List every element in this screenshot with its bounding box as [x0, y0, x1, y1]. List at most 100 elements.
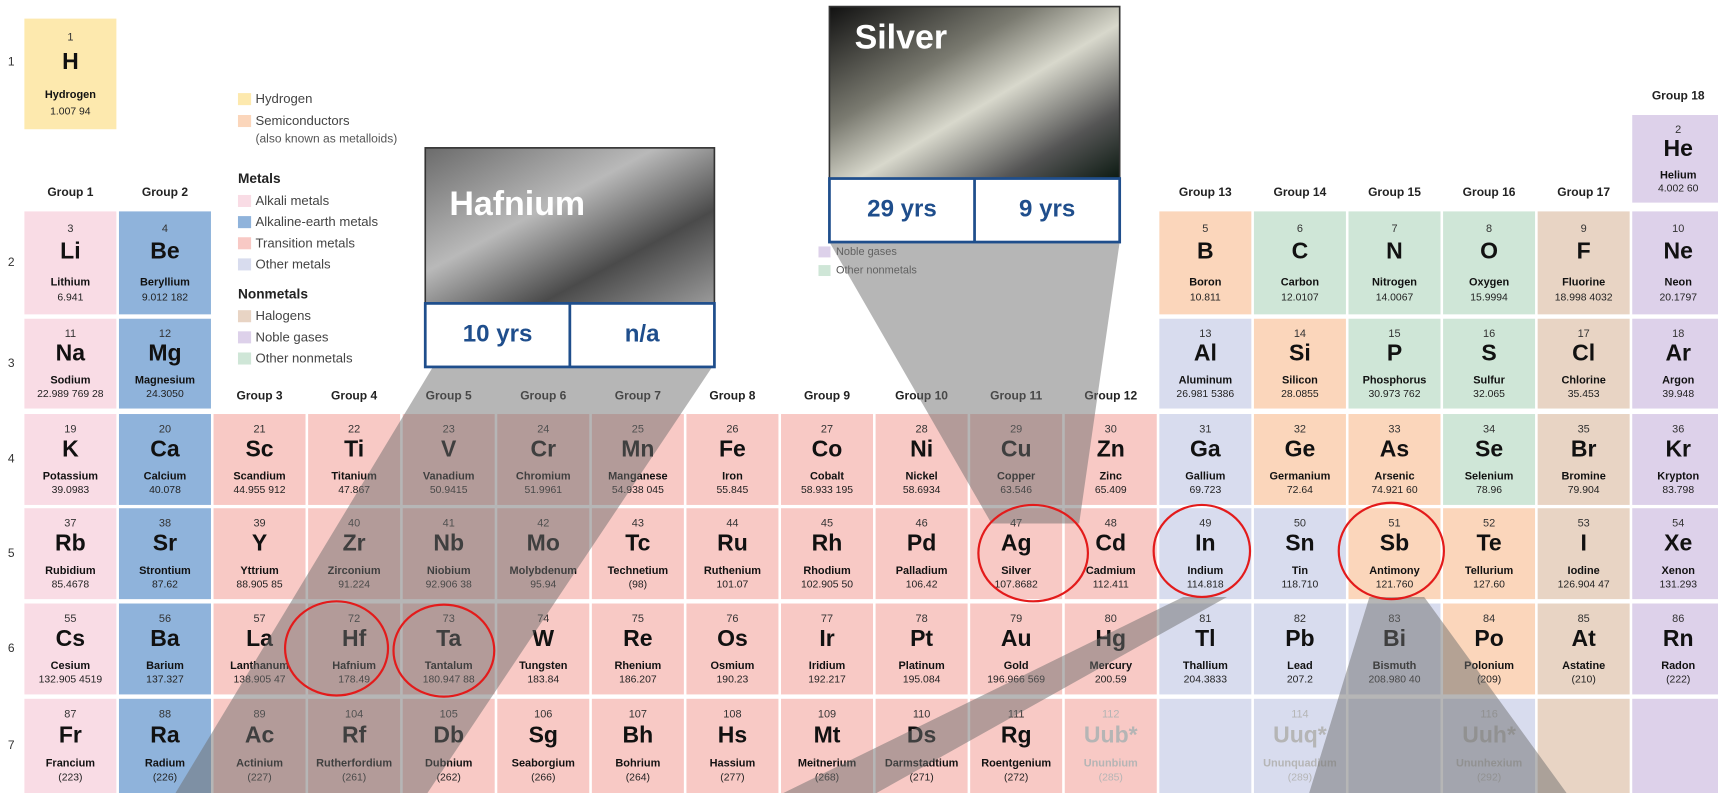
atomic-number: 44	[726, 518, 738, 530]
atomic-number: 45	[821, 518, 833, 530]
element-name: Indium	[1187, 565, 1223, 577]
legend-swatch	[818, 246, 830, 257]
element-symbol: Fe	[719, 435, 746, 461]
element-name: Ununbium	[1084, 758, 1138, 770]
atomic-mass: 14.0067	[1376, 293, 1414, 304]
element-name: Tellurium	[1465, 565, 1514, 577]
element-name: Barium	[146, 660, 184, 672]
element-name: Boron	[1189, 276, 1221, 288]
group-label: Group 13	[1179, 185, 1232, 199]
atomic-number: 81	[1199, 613, 1211, 625]
element-symbol: Bh	[623, 722, 654, 748]
atomic-number: 4	[162, 223, 168, 235]
atomic-mass: (223)	[58, 773, 82, 784]
atomic-mass: 87.62	[152, 579, 178, 590]
element-name: Thallium	[1183, 660, 1228, 672]
atomic-number: 112	[1102, 709, 1119, 721]
atomic-mass: 83.798	[1662, 485, 1694, 496]
atomic-mass: 22.989 769 28	[37, 389, 104, 400]
element-name: Yttrium	[240, 565, 279, 577]
atomic-number: 110	[913, 709, 930, 721]
atomic-mass: (262)	[437, 773, 461, 784]
atomic-number: 12	[159, 328, 171, 340]
atomic-number: 80	[1105, 613, 1117, 625]
element-name: Tungsten	[519, 660, 567, 672]
atomic-number: 15	[1388, 328, 1400, 340]
element-symbol: Rn	[1663, 625, 1694, 651]
atomic-mass: 6.941	[57, 293, 83, 304]
atomic-mass: 207.2	[1287, 675, 1313, 686]
element-name: Bohrium	[615, 758, 660, 770]
element-symbol: Li	[60, 238, 80, 264]
callout-value: 29 yrs	[867, 196, 937, 223]
atomic-mass: 126.904 47	[1558, 579, 1610, 590]
element-name: Silicon	[1282, 375, 1318, 387]
atomic-mass: 4.002 60	[1658, 183, 1699, 194]
element-name: Nickel	[905, 471, 937, 483]
element-name: Francium	[46, 758, 96, 770]
element-symbol: O	[1480, 238, 1498, 264]
legend-label: Halogens	[255, 308, 311, 323]
atomic-number: 85	[1578, 613, 1590, 625]
atomic-number: 14	[1294, 328, 1306, 340]
group-label: Group 9	[804, 389, 850, 403]
element-name: Iron	[722, 471, 743, 483]
element-name: Silver	[1001, 565, 1032, 577]
atomic-number: 3	[67, 223, 73, 235]
atomic-mass: 26.981 5386	[1176, 389, 1234, 400]
atomic-number: 77	[821, 613, 833, 625]
element-symbol: Ni	[910, 435, 933, 461]
callout-title: Silver	[855, 18, 947, 56]
legend-swatch	[238, 115, 251, 127]
period-label: 4	[8, 452, 15, 466]
atomic-mass: 58.933 195	[801, 485, 853, 496]
legend-swatch	[238, 237, 251, 249]
legend-label: Alkaline-earth metals	[255, 214, 378, 229]
element-symbol: Sb	[1380, 530, 1409, 556]
atomic-number: 56	[159, 613, 171, 625]
period-label: 3	[8, 356, 15, 370]
atomic-number: 108	[723, 709, 741, 721]
atomic-number: 19	[64, 423, 76, 435]
element-symbol: In	[1195, 530, 1215, 556]
element-symbol: As	[1380, 435, 1409, 461]
callout-value: n/a	[625, 321, 660, 348]
atomic-mass: 28.0855	[1281, 389, 1319, 400]
element-name: Oxygen	[1469, 276, 1509, 288]
callout-value: 10 yrs	[463, 321, 533, 348]
atomic-number: 27	[821, 423, 833, 435]
element-name: Technetium	[608, 565, 669, 577]
element-symbol: Mg	[148, 340, 181, 366]
element-symbol: Ge	[1285, 435, 1316, 461]
element-symbol: Se	[1475, 435, 1503, 461]
element-symbol: Ag	[1001, 530, 1032, 556]
element-symbol: Tl	[1195, 625, 1215, 651]
element-symbol: Fr	[59, 722, 82, 748]
legend-swatch	[238, 258, 251, 270]
atomic-mass: 183.84	[527, 675, 559, 686]
element-name: Hydrogen	[45, 89, 96, 101]
atomic-number: 34	[1483, 423, 1495, 435]
atomic-mass: 127.60	[1473, 579, 1505, 590]
legend-label: Hydrogen	[255, 91, 312, 106]
element-name: Radon	[1661, 660, 1695, 672]
element-name: Rhenium	[614, 660, 661, 672]
legend-label: Noble gases	[255, 329, 328, 344]
legend-swatch	[238, 331, 251, 343]
atomic-number: 1	[67, 31, 73, 43]
atomic-number: 50	[1294, 518, 1306, 530]
element-symbol: C	[1292, 238, 1309, 264]
element-symbol: Ne	[1664, 238, 1693, 264]
atomic-mass: 78.96	[1476, 485, 1502, 496]
element-name: Astatine	[1562, 660, 1605, 672]
atomic-mass: 114.818	[1187, 579, 1224, 590]
atomic-number: 78	[916, 613, 928, 625]
element-symbol: Pd	[907, 530, 936, 556]
element-symbol: P	[1387, 340, 1402, 366]
element-symbol: Ba	[150, 625, 180, 651]
legend-note: (also known as metalloids)	[255, 131, 397, 145]
element-symbol: Rb	[55, 530, 86, 556]
group-label: Group 17	[1557, 185, 1610, 199]
legend-label: Other nonmetals	[255, 351, 352, 366]
atomic-mass: 24.3050	[146, 389, 184, 400]
